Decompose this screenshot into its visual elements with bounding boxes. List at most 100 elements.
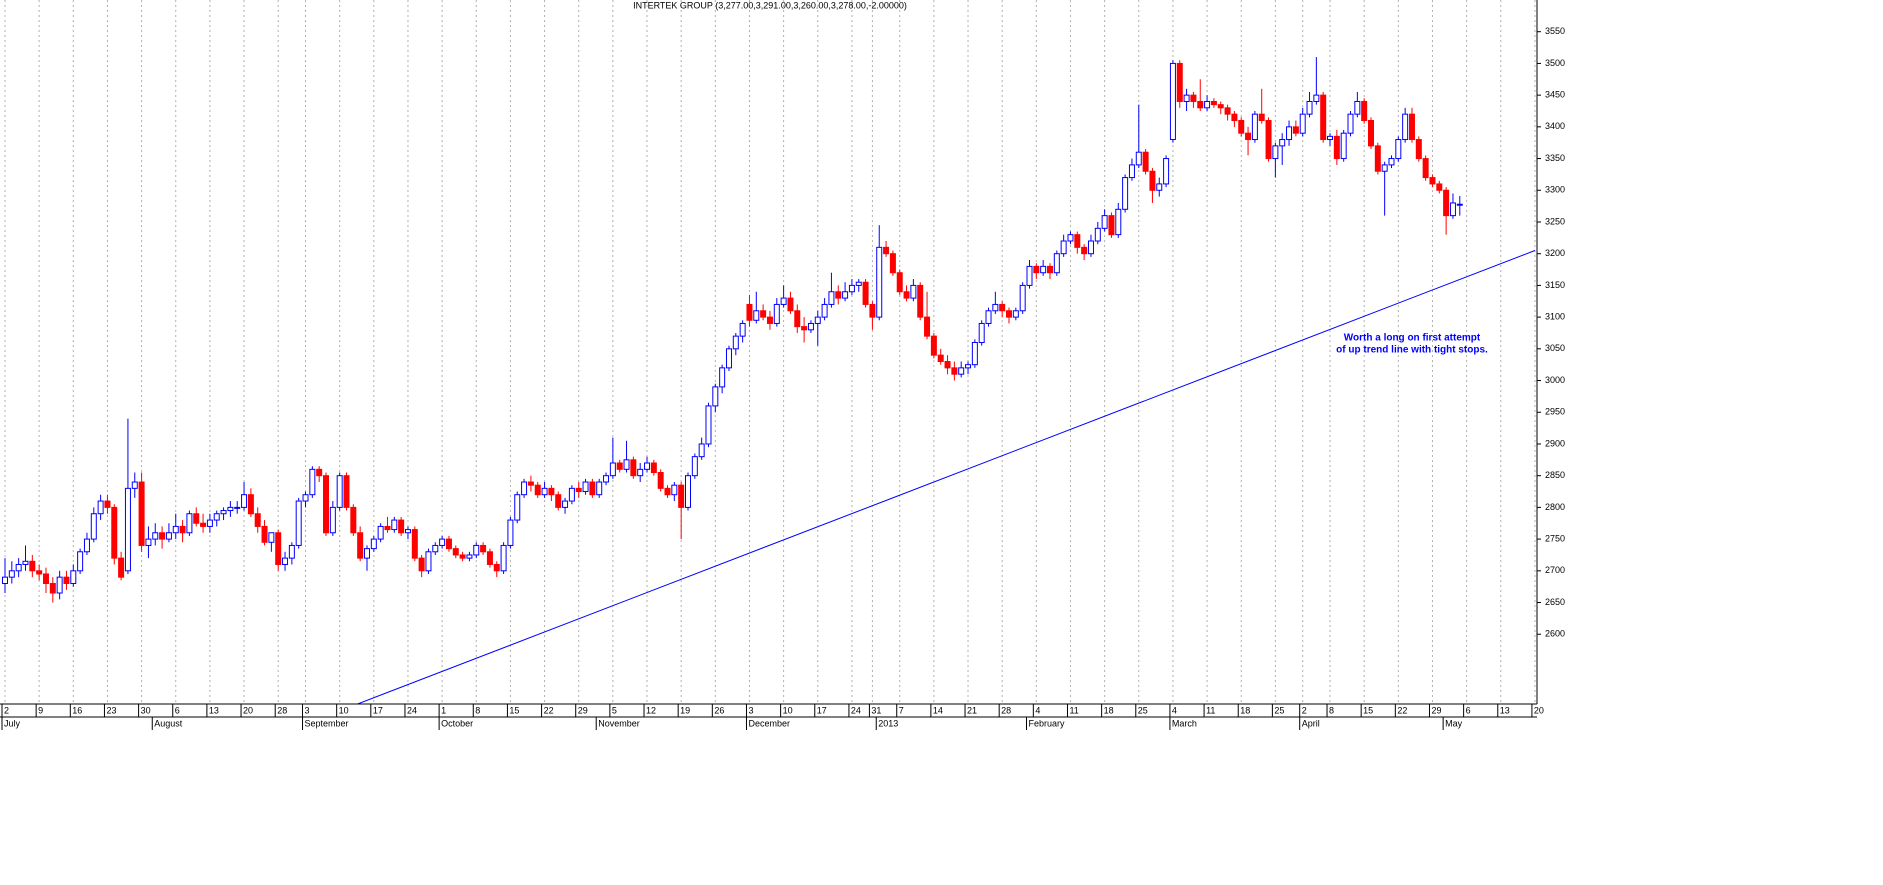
x-tick-label: 6 xyxy=(175,705,180,715)
candle-body xyxy=(712,386,719,407)
candle-body xyxy=(2,576,8,584)
candle-body xyxy=(1245,132,1252,141)
x-tick-label: 20 xyxy=(1534,705,1544,715)
candle-body xyxy=(1258,113,1265,122)
candle-body xyxy=(603,475,610,483)
plot-area xyxy=(2,57,1536,704)
candle-body xyxy=(1006,310,1013,318)
candle-body xyxy=(1060,240,1067,255)
candle-body xyxy=(521,481,528,496)
candle-body xyxy=(937,354,944,363)
candle-body xyxy=(671,484,678,496)
x-tick-label: 21 xyxy=(967,705,977,715)
candle-body xyxy=(773,303,780,324)
candle-body xyxy=(1012,310,1019,318)
candle-body xyxy=(965,364,972,369)
candle-body xyxy=(1163,158,1170,185)
candle-body xyxy=(1156,183,1163,191)
candle-body xyxy=(1210,100,1217,106)
x-tick-label: 9 xyxy=(38,705,43,715)
candle-body xyxy=(1040,265,1047,274)
y-tick-label: 3500 xyxy=(1545,58,1565,68)
candle-body xyxy=(548,487,555,496)
y-tick-label: 3150 xyxy=(1545,280,1565,290)
candle-body xyxy=(1340,132,1347,160)
candle-body xyxy=(664,487,671,496)
x-tick-label: 24 xyxy=(851,705,861,715)
annotation-line: of up trend line with tight stops. xyxy=(1336,345,1488,356)
candle-body xyxy=(821,303,828,318)
candle-body xyxy=(992,303,999,312)
candle-body xyxy=(971,341,978,366)
candle-body xyxy=(562,500,569,508)
candle-body xyxy=(309,468,316,496)
candle-body xyxy=(1176,62,1183,102)
candle-body xyxy=(1292,126,1299,134)
x-tick-label: 14 xyxy=(933,705,943,715)
candle-body xyxy=(753,310,760,321)
x-tick-label: 8 xyxy=(475,705,480,715)
candle-body xyxy=(357,532,364,559)
candle-body xyxy=(486,551,493,565)
candle-body xyxy=(910,284,917,299)
candle-body xyxy=(637,468,644,477)
y-tick-label: 3350 xyxy=(1545,153,1565,163)
candle-body xyxy=(22,560,29,565)
x-tick-label: 7 xyxy=(899,705,904,715)
month-label: August xyxy=(154,718,183,728)
candle-body xyxy=(1354,100,1361,115)
y-tick-label: 3200 xyxy=(1545,248,1565,258)
candle-body xyxy=(609,462,616,477)
candle-body xyxy=(616,462,623,470)
candle-body xyxy=(1313,94,1320,102)
y-tick-label: 3450 xyxy=(1545,90,1565,100)
candle-body xyxy=(985,310,992,324)
candle-body xyxy=(418,557,425,572)
candle-body xyxy=(507,519,514,546)
candle-body xyxy=(1251,113,1258,141)
month-label: September xyxy=(305,718,349,728)
candle-body xyxy=(206,519,213,527)
candle-body xyxy=(787,297,794,312)
x-tick-label: 18 xyxy=(1240,705,1250,715)
y-tick-label: 3400 xyxy=(1545,121,1565,131)
candle-body xyxy=(63,576,70,584)
x-tick-label: 3 xyxy=(305,705,310,715)
candle-body xyxy=(732,335,739,350)
candle-body xyxy=(1449,202,1456,217)
y-tick-label: 3050 xyxy=(1545,343,1565,353)
candle-body xyxy=(261,525,268,543)
candle-body xyxy=(1149,170,1156,191)
candle-body xyxy=(77,551,84,572)
candle-body xyxy=(958,367,965,375)
candle-body xyxy=(678,484,685,508)
x-tick-label: 2 xyxy=(1302,705,1307,715)
x-tick-label: 20 xyxy=(243,705,253,715)
candle-body xyxy=(896,272,903,293)
candle-body xyxy=(247,494,254,515)
candle-body xyxy=(138,481,145,546)
x-tick-label: 31 xyxy=(871,705,881,715)
candle-body xyxy=(29,560,36,572)
candle-body xyxy=(1135,151,1142,166)
candle-body xyxy=(316,468,323,477)
candle-body xyxy=(527,481,534,486)
candle-body xyxy=(165,532,172,540)
candle-body xyxy=(323,475,330,534)
candle-body xyxy=(1183,94,1190,102)
candle-body xyxy=(848,284,855,293)
x-tick-label: 29 xyxy=(1431,705,1441,715)
y-tick-label: 3000 xyxy=(1545,375,1565,385)
candle-body xyxy=(951,367,958,375)
candle-body xyxy=(807,322,814,331)
x-tick-label: 10 xyxy=(339,705,349,715)
candle-body xyxy=(1402,113,1409,141)
candle-body xyxy=(350,506,357,534)
candle-body xyxy=(172,525,179,534)
candle-body xyxy=(746,303,753,321)
candle-body xyxy=(1299,113,1306,134)
candle-body xyxy=(384,525,391,531)
y-tick-label: 3250 xyxy=(1545,216,1565,226)
candle-body xyxy=(97,500,104,515)
candle-body xyxy=(1395,139,1402,160)
